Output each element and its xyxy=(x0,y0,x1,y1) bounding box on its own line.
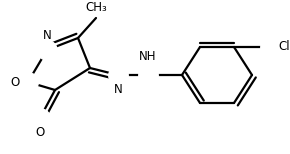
Text: N: N xyxy=(114,83,122,96)
Text: Cl: Cl xyxy=(278,41,290,53)
Text: NH: NH xyxy=(139,50,157,63)
Text: O: O xyxy=(35,126,45,139)
Text: CH₃: CH₃ xyxy=(85,1,107,14)
Text: O: O xyxy=(11,75,20,89)
Text: N: N xyxy=(43,29,51,42)
